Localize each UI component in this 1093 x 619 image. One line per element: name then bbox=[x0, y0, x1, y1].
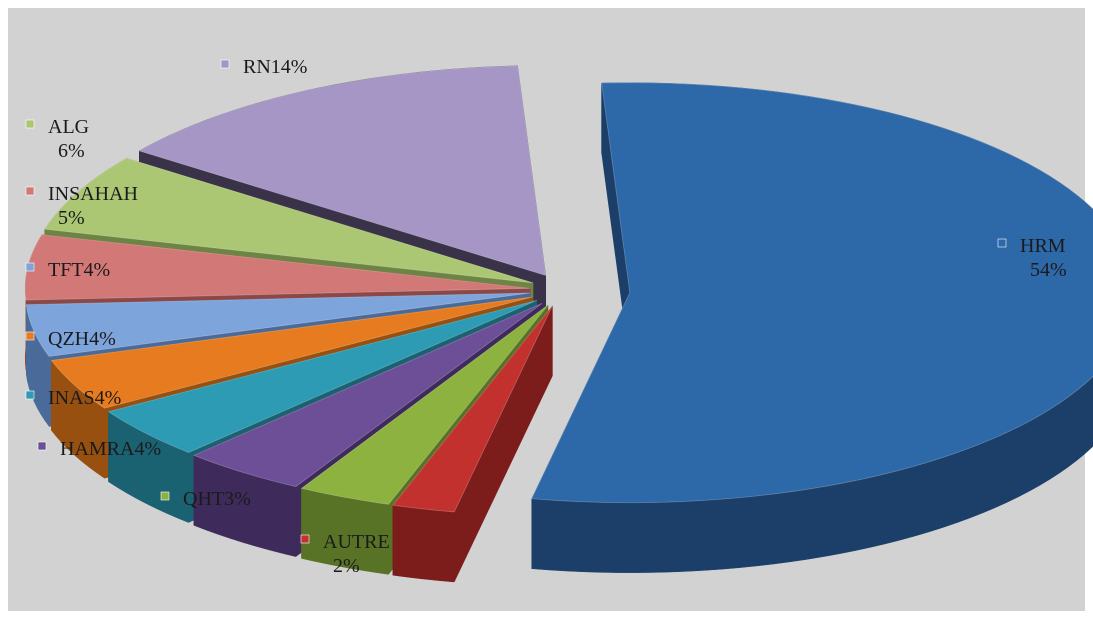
label-key-qzh bbox=[25, 331, 35, 341]
label-key-qht bbox=[160, 491, 170, 501]
label-alg-1: 6% bbox=[58, 140, 85, 162]
label-qht-0: QHT3% bbox=[183, 488, 251, 510]
label-autre-1: 2% bbox=[333, 555, 360, 577]
slice-hrm bbox=[531, 82, 1093, 504]
label-key-tft bbox=[25, 262, 35, 272]
slice-alg bbox=[44, 157, 534, 284]
label-qzh-0: QZH4% bbox=[48, 328, 116, 350]
label-alg-0: ALG bbox=[48, 116, 89, 138]
slice-qzh bbox=[50, 296, 533, 409]
label-key-insahah bbox=[25, 186, 35, 196]
label-hrm-1: 54% bbox=[1030, 259, 1067, 281]
label-key-hamra bbox=[37, 441, 47, 451]
label-rn-0: RN14% bbox=[243, 56, 307, 78]
slice-rn bbox=[138, 65, 547, 277]
label-key-rn bbox=[220, 59, 230, 69]
label-tft-0: TFT4% bbox=[48, 259, 110, 281]
label-insahah-1: 5% bbox=[58, 207, 85, 229]
slice-qht bbox=[300, 304, 549, 505]
slice-autre bbox=[392, 305, 553, 513]
label-hrm-0: HRM bbox=[1020, 235, 1066, 257]
label-inas-0: INAS4% bbox=[48, 387, 121, 409]
slice-tft bbox=[25, 292, 531, 357]
slice-hamra bbox=[192, 302, 543, 488]
label-autre-0: AUTRE bbox=[323, 531, 390, 553]
slice-rim-autre bbox=[392, 504, 455, 583]
label-key-hrm bbox=[997, 238, 1007, 248]
label-key-inas bbox=[25, 390, 35, 400]
label-hamra-0: HAMRA4% bbox=[60, 438, 161, 460]
label-key-autre bbox=[300, 534, 310, 544]
label-insahah-0: INSAHAH bbox=[48, 183, 138, 205]
slice-tops bbox=[24, 65, 1093, 513]
slice-rim-qht bbox=[301, 488, 389, 575]
label-key-alg bbox=[25, 119, 35, 129]
slice-inas bbox=[107, 300, 537, 453]
